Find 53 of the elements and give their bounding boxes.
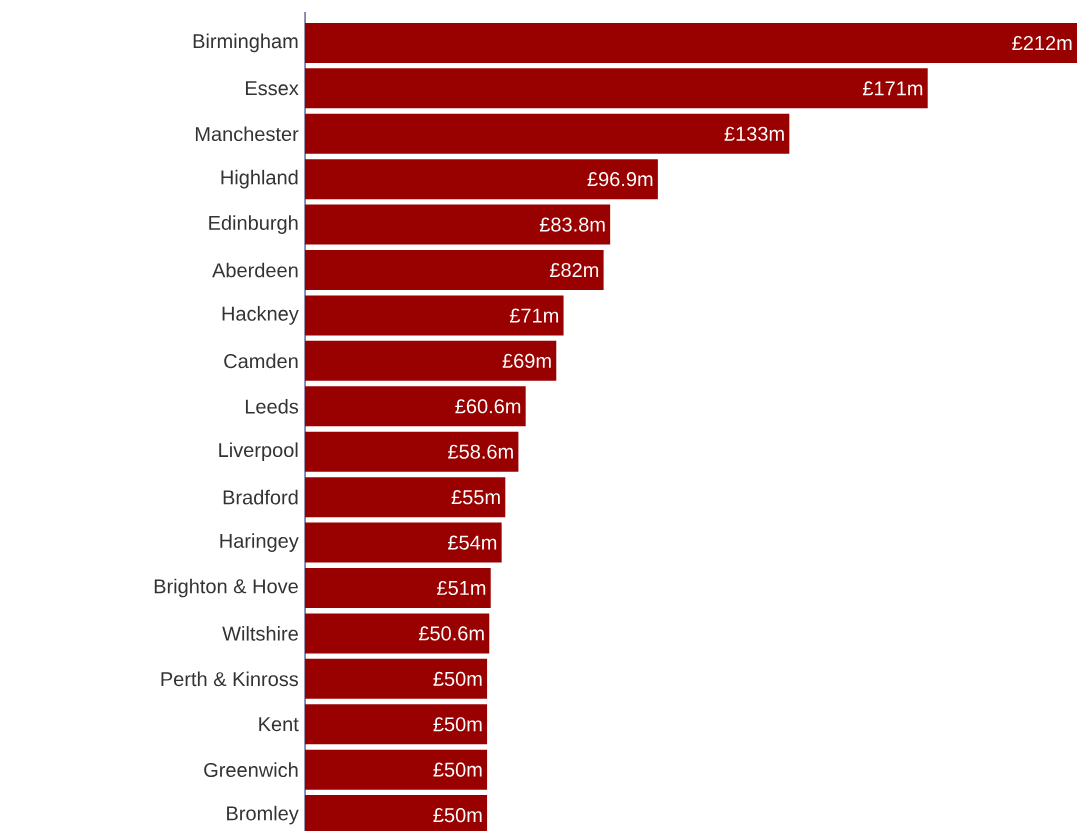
data-label: £60.6m xyxy=(455,399,521,414)
y-tick-label: Greenwich xyxy=(204,762,298,778)
y-tick-label: Leeds xyxy=(245,398,299,414)
bar xyxy=(305,113,790,154)
data-label: £58.6m xyxy=(448,444,513,459)
bar xyxy=(305,295,564,336)
y-tick-label: Bromley xyxy=(227,805,299,825)
data-label: £212m xyxy=(1012,35,1072,50)
y-tick-label: Camden xyxy=(224,353,298,369)
data-label: £171m xyxy=(862,81,923,96)
y-tick-label: Brighton & Hove xyxy=(154,578,298,598)
y-tick-label: Aberdeen xyxy=(212,262,298,278)
data-label: £96.9m xyxy=(587,172,653,187)
data-label: £51m xyxy=(437,580,486,596)
bar xyxy=(305,250,604,291)
data-label: £82m xyxy=(549,262,599,278)
bar xyxy=(305,159,658,200)
bar xyxy=(305,22,1078,63)
data-label: £83.8m xyxy=(539,217,605,232)
bar xyxy=(305,613,490,654)
y-tick-label: Haringey xyxy=(220,533,299,552)
bar xyxy=(305,749,488,790)
bar xyxy=(305,477,506,518)
bar xyxy=(305,204,611,245)
bar xyxy=(305,386,526,427)
y-tick-label: Birmingham xyxy=(193,33,298,53)
y-tick-label: Perth & Kinross xyxy=(161,671,299,687)
data-label: £50m xyxy=(433,762,482,777)
data-label: £50m xyxy=(433,808,482,823)
bar xyxy=(305,704,488,745)
bar xyxy=(305,658,488,699)
y-tick-label: Hackney xyxy=(222,306,299,325)
bar xyxy=(305,522,502,563)
y-tick-label: Manchester xyxy=(195,126,299,142)
data-label: £54m xyxy=(447,535,497,550)
y-tick-label: Liverpool xyxy=(219,442,298,462)
data-label: £69m xyxy=(502,353,551,368)
y-tick-label: Kent xyxy=(259,717,299,732)
data-label: £50m xyxy=(433,671,482,686)
data-label: £50.6m xyxy=(418,626,484,641)
y-tick-label: Edinburgh xyxy=(209,215,298,234)
bar xyxy=(305,340,557,381)
data-label: £71m xyxy=(509,308,559,323)
y-tick-label: Bradford xyxy=(223,489,298,505)
y-tick-label: Highland xyxy=(221,169,298,189)
data-label: £50m xyxy=(433,717,482,732)
data-label: £133m xyxy=(724,126,784,141)
y-tick-label: Essex xyxy=(245,81,299,96)
data-label: £55m xyxy=(451,490,500,505)
bar xyxy=(305,431,519,472)
y-tick-label: Wiltshire xyxy=(222,626,298,641)
bar xyxy=(305,68,928,109)
bar xyxy=(305,567,491,608)
